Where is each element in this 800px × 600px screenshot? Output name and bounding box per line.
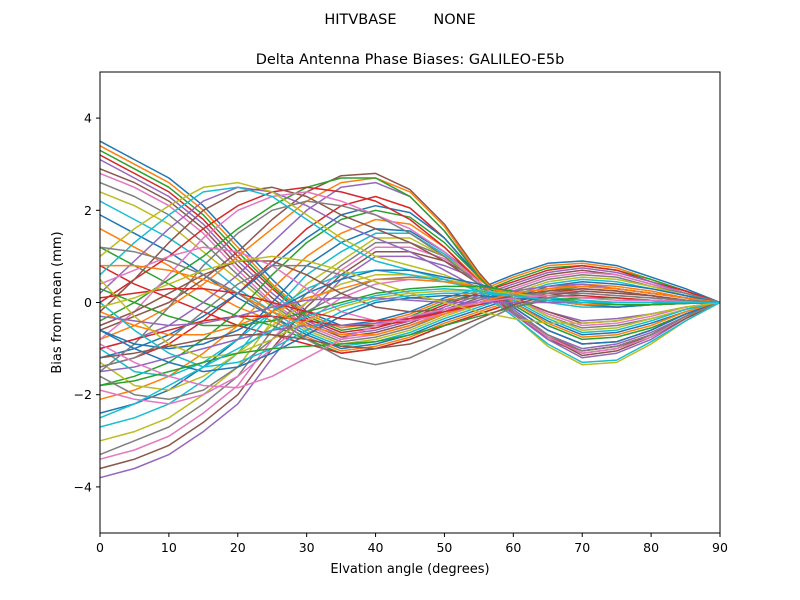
x-tick-label: 30 (299, 540, 315, 555)
series-line-39 (99, 181, 721, 366)
x-axis-label: Elvation angle (degrees) (330, 562, 489, 577)
series-line-35 (99, 186, 721, 359)
x-tick-label: 60 (505, 540, 521, 555)
series-line-56 (99, 290, 721, 359)
series-line-31 (99, 204, 721, 359)
chart-title: Delta Antenna Phase Biases: GALILEO-E5b (256, 52, 565, 68)
y-tick-label: 0 (84, 295, 92, 310)
x-tick-label: 70 (574, 540, 590, 555)
y-tick-label: −2 (74, 387, 92, 402)
y-tick-label: −4 (74, 479, 92, 494)
series-line-22 (99, 218, 721, 401)
series-line-54 (99, 287, 721, 322)
x-tick-label: 90 (712, 540, 728, 555)
x-tick-label: 0 (96, 540, 104, 555)
series-line-57 (99, 294, 721, 389)
series-line-52 (100, 264, 721, 336)
x-tick-label: 50 (436, 540, 452, 555)
series-line-36 (99, 186, 721, 357)
series-line-17 (99, 246, 721, 460)
x-tick-label: 80 (643, 540, 659, 555)
series-line-58 (99, 246, 721, 366)
series-line-38 (99, 200, 721, 373)
series-line-15 (99, 255, 721, 479)
x-tick-label: 10 (161, 540, 177, 555)
series-line-43 (99, 285, 721, 327)
figure-suptitle: HITVBASE NONE (324, 12, 475, 28)
y-axis-label: Bias from mean (mm) (50, 231, 65, 373)
series-line-9 (99, 191, 721, 345)
y-tick-label: 2 (84, 203, 92, 218)
series-line-8 (99, 181, 721, 343)
x-tick-label: 20 (230, 540, 246, 555)
series-line-41 (99, 269, 721, 350)
series-line-60 (99, 287, 720, 419)
y-axis: −4 −2 0 2 4 (74, 111, 100, 494)
series-line-59 (99, 255, 721, 324)
x-tick-label: 40 (368, 540, 384, 555)
x-axis: 0 10 20 30 40 50 60 70 80 90 (96, 533, 728, 555)
series-line-37 (99, 191, 721, 354)
series-line-10 (99, 200, 721, 348)
y-tick-label: 4 (84, 111, 92, 126)
plot-series (99, 140, 721, 479)
